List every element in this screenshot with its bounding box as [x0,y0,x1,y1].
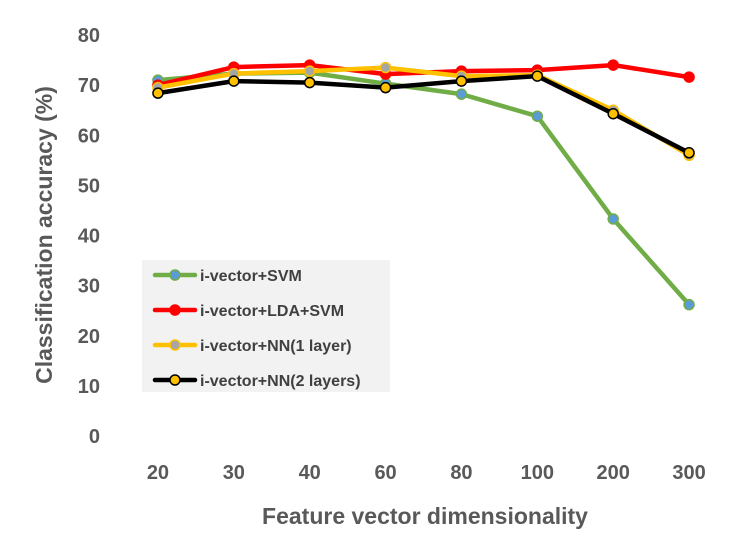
data-point [683,71,695,83]
y-axis-ticks: 0 10 20 30 40 50 60 70 80 [78,25,100,448]
legend-label: i-vector+SVM [200,268,302,285]
x-tick-label: 30 [223,462,245,484]
y-tick-label: 70 [78,75,100,97]
data-point [228,75,240,87]
legend-item: i-vector+NN(1 layer) [152,338,352,355]
data-point [607,213,619,225]
data-point [531,110,544,122]
series-line [155,65,692,158]
legend-item: i-vector+NN(2 layers) [152,373,361,390]
legend-marker [169,374,181,386]
y-tick-label: 40 [78,226,100,248]
data-point [607,59,619,71]
data-point [455,75,468,87]
data-point [303,65,316,77]
data-point [379,61,392,74]
legend-label: i-vector+LDA+SVM [200,303,344,320]
legend-marker [169,339,181,351]
data-point [152,87,164,99]
data-point [607,107,619,120]
series-layer [152,59,695,311]
legend-item: i-vector+LDA+SVM [152,303,344,320]
series-3 [152,70,695,159]
x-tick-label: 200 [597,462,630,484]
x-axis-ticks: 20 30 40 60 80 100 200 300 [147,462,706,484]
y-axis-title: Classification accuracy (%) [31,86,57,384]
x-axis-title: Feature vector dimensionality [262,503,588,529]
x-tick-label: 40 [299,462,321,484]
y-tick-label: 20 [78,326,100,348]
y-tick-label: 0 [89,426,100,448]
y-tick-label: 30 [78,276,100,298]
legend-item: i-vector+SVM [152,268,302,285]
data-point [531,70,544,82]
legend-background [142,260,390,392]
x-tick-label: 300 [672,462,705,484]
series-line [155,73,692,156]
data-point [379,81,392,94]
x-tick-label: 20 [147,462,169,484]
y-tick-label: 50 [78,175,100,197]
x-tick-label: 60 [374,462,396,484]
legend-marker [169,304,181,316]
y-tick-label: 80 [78,25,100,47]
legend-label: i-vector+NN(1 layer) [200,338,352,355]
y-tick-label: 60 [78,125,100,147]
legend-marker [169,269,181,281]
data-point [683,298,695,311]
legend: i-vector+SVM i-vector+LDA+SVM i-vector+NN(… [142,260,390,392]
data-point [303,76,316,89]
x-tick-label: 80 [450,462,472,484]
y-tick-label: 10 [78,376,100,398]
x-tick-label: 100 [521,462,554,484]
data-point [683,147,695,159]
legend-label: i-vector+NN(2 layers) [200,373,361,390]
data-point [455,88,468,100]
